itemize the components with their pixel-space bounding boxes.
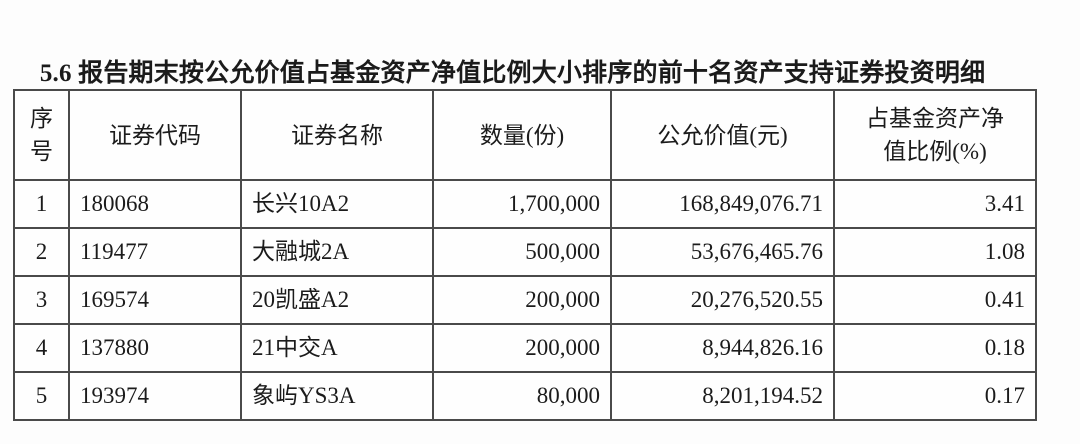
cell-ratio: 0.41 [833, 275, 1037, 325]
cell-code: 119477 [68, 227, 242, 277]
cell-fair-value: 53,676,465.76 [610, 227, 835, 277]
cell-code: 137880 [68, 323, 242, 373]
cell-fair-value: 8,201,194.52 [610, 371, 835, 421]
cell-index: 1 [13, 179, 70, 229]
column-header-name: 证券名称 [240, 89, 434, 181]
table-row: 2 119477 大融城2A 500,000 53,676,465.76 1.0… [13, 227, 1037, 277]
column-header-index-line1: 序 [30, 106, 53, 131]
table-body: 1 180068 长兴10A2 1,700,000 168,849,076.71… [13, 179, 1037, 421]
column-header-ratio-line1: 占基金资产净 [866, 106, 1004, 131]
cell-code: 180068 [68, 179, 242, 229]
column-header-ratio: 占基金资产净 值比例(%) [833, 89, 1037, 181]
cell-name: 20凯盛A2 [240, 275, 434, 325]
table-row: 3 169574 20凯盛A2 200,000 20,276,520.55 0.… [13, 275, 1037, 325]
column-header-index: 序 号 [13, 89, 70, 181]
section-heading: 5.6 报告期末按公允价值占基金资产净值比例大小排序的前十名资产支持证券投资明细 [14, 9, 1060, 138]
column-header-code: 证券代码 [68, 89, 242, 181]
table-header-row: 序 号 证券代码 证券名称 数量(份) 公允价值(元) 占基金资产净 值比例(%… [13, 89, 1037, 181]
cell-name: 长兴10A2 [240, 179, 434, 229]
cell-index: 3 [13, 275, 70, 325]
cell-name: 21中交A [240, 323, 434, 373]
cell-quantity: 80,000 [432, 371, 612, 421]
cell-quantity: 500,000 [432, 227, 612, 277]
cell-ratio: 0.17 [833, 371, 1037, 421]
cell-name: 大融城2A [240, 227, 434, 277]
table-header: 序 号 证券代码 证券名称 数量(份) 公允价值(元) 占基金资产净 值比例(%… [13, 89, 1037, 181]
cell-index: 4 [13, 323, 70, 373]
cell-quantity: 200,000 [432, 275, 612, 325]
asset-backed-securities-table: 序 号 证券代码 证券名称 数量(份) 公允价值(元) 占基金资产净 值比例(%… [13, 89, 1037, 421]
column-header-ratio-line2: 值比例(%) [883, 139, 987, 164]
cell-code: 169574 [68, 275, 242, 325]
cell-quantity: 200,000 [432, 323, 612, 373]
table-row: 4 137880 21中交A 200,000 8,944,826.16 0.18 [13, 323, 1037, 373]
cell-fair-value: 168,849,076.71 [610, 179, 835, 229]
cell-fair-value: 20,276,520.55 [610, 275, 835, 325]
cell-ratio: 0.18 [833, 323, 1037, 373]
cell-index: 5 [13, 371, 70, 421]
cell-name: 象屿YS3A [240, 371, 434, 421]
table-row: 5 193974 象屿YS3A 80,000 8,201,194.52 0.17 [13, 371, 1037, 421]
cell-ratio: 3.41 [833, 179, 1037, 229]
column-header-quantity: 数量(份) [432, 89, 612, 181]
asset-backed-securities-table-container: 序 号 证券代码 证券名称 数量(份) 公允价值(元) 占基金资产净 值比例(%… [13, 89, 1037, 421]
column-header-fair-value: 公允价值(元) [610, 89, 835, 181]
cell-ratio: 1.08 [833, 227, 1037, 277]
section-heading-text: 5.6 报告期末按公允价值占基金资产净值比例大小排序的前十名资产支持证券投资明细 [39, 60, 986, 87]
cell-code: 193974 [68, 371, 242, 421]
column-header-index-line2: 号 [30, 139, 53, 164]
cell-index: 2 [13, 227, 70, 277]
cell-quantity: 1,700,000 [432, 179, 612, 229]
cell-fair-value: 8,944,826.16 [610, 323, 835, 373]
table-row: 1 180068 长兴10A2 1,700,000 168,849,076.71… [13, 179, 1037, 229]
